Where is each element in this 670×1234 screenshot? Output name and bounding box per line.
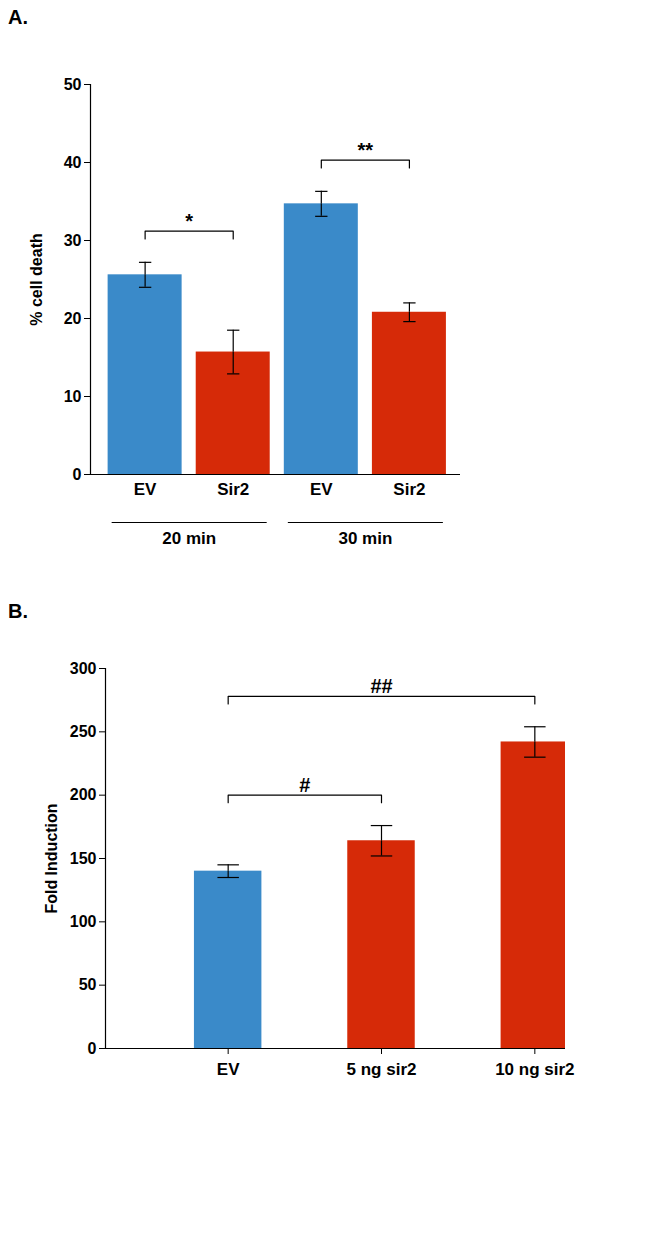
svg-text:0: 0 [88,1040,97,1057]
svg-text:##: ## [370,675,392,697]
html-text:B.: B. [8,600,28,622]
svg-text:50: 50 [64,76,82,93]
svg-text:0: 0 [73,466,82,483]
svg-text:30: 30 [64,232,82,249]
svg-text:200: 200 [70,786,97,803]
svg-text:EV: EV [134,480,157,499]
svg-text:300: 300 [70,660,97,677]
html-text:A.: A. [8,6,28,28]
svg-text:EV: EV [217,1060,240,1079]
svg-text:Sir2: Sir2 [393,480,425,499]
svg-text:40: 40 [64,154,82,171]
svg-text:50: 50 [79,976,97,993]
svg-text:Fold Induction: Fold Induction [43,803,60,913]
svg-text:250: 250 [70,723,97,740]
svg-text:10: 10 [64,388,82,405]
svg-text:*: * [185,210,193,232]
svg-text:10 ng sir2: 10 ng sir2 [495,1060,574,1079]
svg-text:150: 150 [70,850,97,867]
svg-text:Sir2: Sir2 [217,480,249,499]
svg-text:30 min: 30 min [338,529,392,548]
svg-text:% cell death: % cell death [28,233,45,325]
svg-text:**: ** [358,139,374,161]
svg-text:EV: EV [310,480,333,499]
svg-text:100: 100 [70,913,97,930]
svg-text:20: 20 [64,310,82,327]
svg-text:20 min: 20 min [162,529,216,548]
svg-text:#: # [299,774,310,796]
svg-text:5 ng sir2: 5 ng sir2 [347,1060,417,1079]
